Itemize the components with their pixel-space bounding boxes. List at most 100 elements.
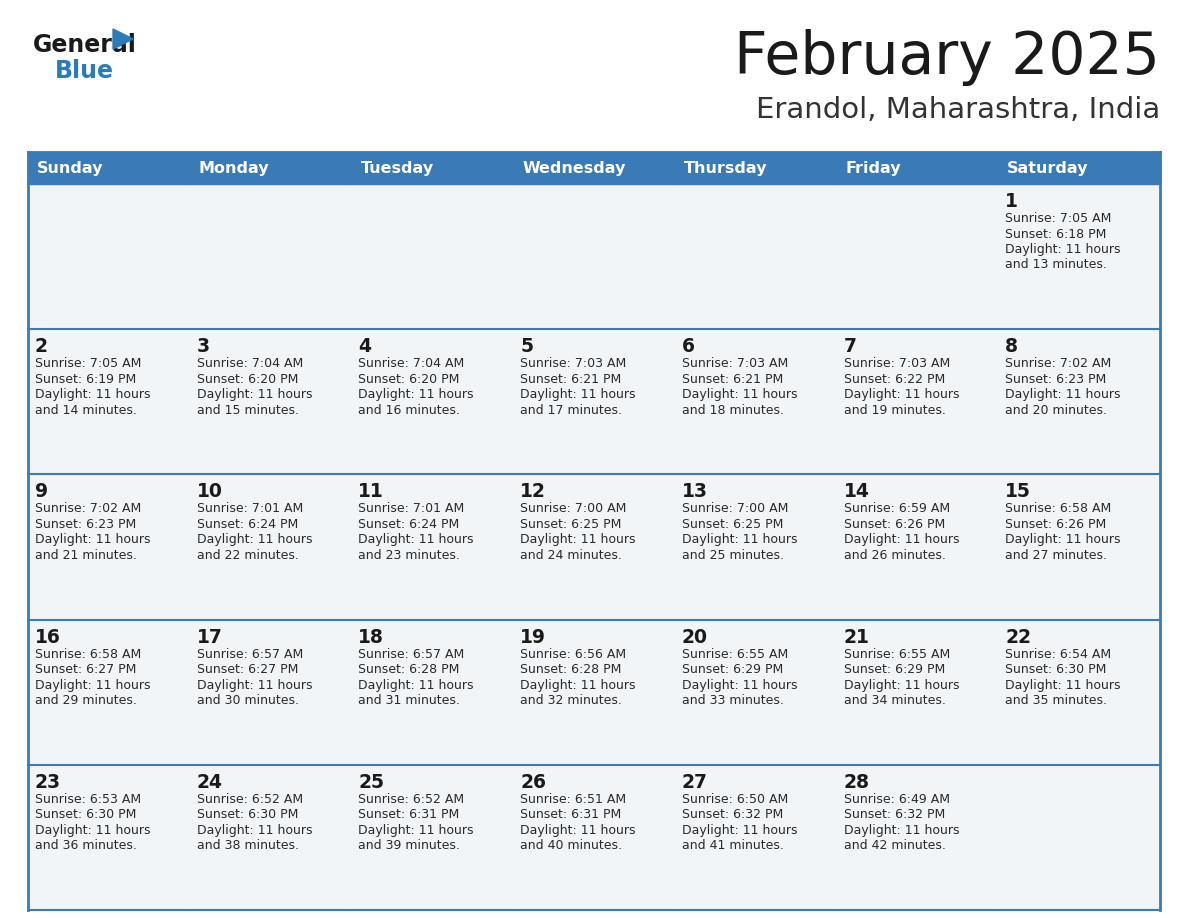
Text: Daylight: 11 hours: Daylight: 11 hours xyxy=(682,388,797,401)
Text: Sunrise: 6:52 AM: Sunrise: 6:52 AM xyxy=(359,793,465,806)
Text: Saturday: Saturday xyxy=(1007,161,1088,175)
Text: Sunrise: 6:56 AM: Sunrise: 6:56 AM xyxy=(520,647,626,661)
Text: Sunset: 6:31 PM: Sunset: 6:31 PM xyxy=(359,809,460,822)
Bar xyxy=(29,475,190,620)
Bar xyxy=(29,620,190,765)
Bar xyxy=(998,765,1159,910)
Text: Daylight: 11 hours: Daylight: 11 hours xyxy=(843,823,959,837)
Text: and 30 minutes.: and 30 minutes. xyxy=(197,694,298,707)
Text: Sunrise: 7:01 AM: Sunrise: 7:01 AM xyxy=(359,502,465,515)
Text: Sunrise: 6:55 AM: Sunrise: 6:55 AM xyxy=(843,647,950,661)
Bar xyxy=(836,620,998,765)
Text: Daylight: 11 hours: Daylight: 11 hours xyxy=(34,678,151,691)
Text: Sunset: 6:28 PM: Sunset: 6:28 PM xyxy=(520,663,621,676)
Text: and 16 minutes.: and 16 minutes. xyxy=(359,404,460,417)
Bar xyxy=(513,184,675,330)
Text: Sunset: 6:27 PM: Sunset: 6:27 PM xyxy=(197,663,298,676)
Bar xyxy=(190,330,352,475)
Text: 5: 5 xyxy=(520,337,533,356)
Bar xyxy=(352,620,513,765)
Text: and 19 minutes.: and 19 minutes. xyxy=(843,404,946,417)
Text: Sunrise: 6:53 AM: Sunrise: 6:53 AM xyxy=(34,793,141,806)
Text: Daylight: 11 hours: Daylight: 11 hours xyxy=(682,823,797,837)
Text: 22: 22 xyxy=(1005,628,1031,646)
Text: 7: 7 xyxy=(843,337,857,356)
Bar xyxy=(675,620,836,765)
Text: Daylight: 11 hours: Daylight: 11 hours xyxy=(682,533,797,546)
Text: 16: 16 xyxy=(34,628,61,646)
Text: 2: 2 xyxy=(34,337,48,356)
Text: 6: 6 xyxy=(682,337,695,356)
Text: 17: 17 xyxy=(197,628,222,646)
Text: Thursday: Thursday xyxy=(684,161,767,175)
Text: Daylight: 11 hours: Daylight: 11 hours xyxy=(359,533,474,546)
Text: and 32 minutes.: and 32 minutes. xyxy=(520,694,623,707)
Text: Daylight: 11 hours: Daylight: 11 hours xyxy=(34,823,151,837)
Text: Sunset: 6:18 PM: Sunset: 6:18 PM xyxy=(1005,228,1107,241)
Text: Daylight: 11 hours: Daylight: 11 hours xyxy=(682,678,797,691)
Text: Sunset: 6:23 PM: Sunset: 6:23 PM xyxy=(1005,373,1106,386)
Text: Sunrise: 7:00 AM: Sunrise: 7:00 AM xyxy=(682,502,788,515)
Bar xyxy=(836,184,998,330)
Text: Friday: Friday xyxy=(846,161,902,175)
Text: Sunrise: 6:58 AM: Sunrise: 6:58 AM xyxy=(34,647,141,661)
Bar xyxy=(29,152,190,184)
Text: Sunset: 6:20 PM: Sunset: 6:20 PM xyxy=(359,373,460,386)
Text: Sunset: 6:29 PM: Sunset: 6:29 PM xyxy=(843,663,944,676)
Text: Sunrise: 6:52 AM: Sunrise: 6:52 AM xyxy=(197,793,303,806)
Text: 24: 24 xyxy=(197,773,222,792)
Text: 19: 19 xyxy=(520,628,546,646)
Bar xyxy=(29,184,190,330)
Text: Sunset: 6:32 PM: Sunset: 6:32 PM xyxy=(843,809,944,822)
Text: and 20 minutes.: and 20 minutes. xyxy=(1005,404,1107,417)
Text: Sunrise: 6:51 AM: Sunrise: 6:51 AM xyxy=(520,793,626,806)
Text: and 35 minutes.: and 35 minutes. xyxy=(1005,694,1107,707)
Bar xyxy=(675,475,836,620)
Bar xyxy=(352,475,513,620)
Bar xyxy=(29,765,190,910)
Text: and 26 minutes.: and 26 minutes. xyxy=(843,549,946,562)
Text: Sunrise: 6:57 AM: Sunrise: 6:57 AM xyxy=(359,647,465,661)
Text: 4: 4 xyxy=(359,337,372,356)
Text: Monday: Monday xyxy=(198,161,270,175)
Text: Daylight: 11 hours: Daylight: 11 hours xyxy=(359,388,474,401)
Text: and 40 minutes.: and 40 minutes. xyxy=(520,839,623,852)
Text: 9: 9 xyxy=(34,482,49,501)
Text: 1: 1 xyxy=(1005,192,1018,211)
Text: Daylight: 11 hours: Daylight: 11 hours xyxy=(34,388,151,401)
Bar xyxy=(190,620,352,765)
Text: Sunset: 6:25 PM: Sunset: 6:25 PM xyxy=(520,518,621,531)
Text: Daylight: 11 hours: Daylight: 11 hours xyxy=(359,823,474,837)
Text: Sunrise: 7:03 AM: Sunrise: 7:03 AM xyxy=(520,357,626,370)
Bar xyxy=(836,152,998,184)
Text: 25: 25 xyxy=(359,773,385,792)
Bar xyxy=(998,330,1159,475)
Text: Daylight: 11 hours: Daylight: 11 hours xyxy=(843,388,959,401)
Text: Sunset: 6:30 PM: Sunset: 6:30 PM xyxy=(1005,663,1107,676)
Text: Daylight: 11 hours: Daylight: 11 hours xyxy=(1005,678,1120,691)
Bar xyxy=(675,330,836,475)
Text: and 41 minutes.: and 41 minutes. xyxy=(682,839,784,852)
Bar xyxy=(998,620,1159,765)
Text: 21: 21 xyxy=(843,628,870,646)
Text: and 21 minutes.: and 21 minutes. xyxy=(34,549,137,562)
Text: and 14 minutes.: and 14 minutes. xyxy=(34,404,137,417)
Text: Sunset: 6:24 PM: Sunset: 6:24 PM xyxy=(197,518,298,531)
Text: Sunrise: 7:00 AM: Sunrise: 7:00 AM xyxy=(520,502,626,515)
Text: Sunset: 6:22 PM: Sunset: 6:22 PM xyxy=(843,373,944,386)
Bar xyxy=(190,475,352,620)
Text: 23: 23 xyxy=(34,773,61,792)
Text: Sunset: 6:30 PM: Sunset: 6:30 PM xyxy=(197,809,298,822)
Text: Wednesday: Wednesday xyxy=(523,161,626,175)
Text: Daylight: 11 hours: Daylight: 11 hours xyxy=(520,533,636,546)
Text: Sunset: 6:31 PM: Sunset: 6:31 PM xyxy=(520,809,621,822)
Text: 12: 12 xyxy=(520,482,546,501)
Text: 10: 10 xyxy=(197,482,222,501)
Bar xyxy=(998,475,1159,620)
Text: Sunset: 6:28 PM: Sunset: 6:28 PM xyxy=(359,663,460,676)
Text: Daylight: 11 hours: Daylight: 11 hours xyxy=(197,533,312,546)
Text: 28: 28 xyxy=(843,773,870,792)
Text: and 29 minutes.: and 29 minutes. xyxy=(34,694,137,707)
Text: 20: 20 xyxy=(682,628,708,646)
Text: Sunset: 6:21 PM: Sunset: 6:21 PM xyxy=(520,373,621,386)
